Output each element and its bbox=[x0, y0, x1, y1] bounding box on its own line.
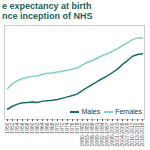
svg-text:1964: 1964 bbox=[39, 122, 46, 134]
svg-text:1952: 1952 bbox=[9, 122, 16, 134]
svg-text:1983-1985: 1983-1985 bbox=[84, 122, 91, 147]
svg-text:1972: 1972 bbox=[59, 122, 66, 134]
svg-text:1986-1988: 1986-1988 bbox=[89, 122, 96, 147]
svg-text:1960: 1960 bbox=[29, 122, 36, 134]
svg-text:2013-2015: 2013-2015 bbox=[134, 122, 141, 147]
svg-text:2010-2012: 2010-2012 bbox=[129, 122, 136, 147]
svg-text:1980-1982: 1980-1982 bbox=[79, 122, 86, 147]
svg-text:1970: 1970 bbox=[54, 122, 61, 134]
svg-text:1976: 1976 bbox=[69, 122, 76, 134]
html-text:e expectancy at birth: e expectancy at birth bbox=[2, 1, 92, 11]
svg-text:2016-2018: 2016-2018 bbox=[139, 122, 145, 146]
svg-text:2001-2003: 2001-2003 bbox=[114, 122, 121, 147]
svg-text:2004-2006: 2004-2006 bbox=[119, 122, 126, 147]
svg-text:1966: 1966 bbox=[44, 122, 51, 134]
svg-text:2007-2009: 2007-2009 bbox=[124, 122, 131, 147]
svg-text:1954: 1954 bbox=[14, 122, 21, 134]
svg-text:1974: 1974 bbox=[64, 122, 71, 134]
svg-text:1995-1997: 1995-1997 bbox=[104, 122, 111, 147]
html-text:nce inception of NHS: nce inception of NHS bbox=[2, 11, 93, 21]
svg-text:1958: 1958 bbox=[24, 122, 31, 134]
svg-text:1978: 1978 bbox=[74, 122, 81, 134]
svg-text:1992-1994: 1992-1994 bbox=[99, 122, 106, 147]
html-text:Males: Males bbox=[81, 108, 101, 115]
html-text:Females: Females bbox=[115, 108, 142, 115]
svg-text:1998-2000: 1998-2000 bbox=[109, 122, 116, 147]
svg-text:1962: 1962 bbox=[34, 122, 41, 134]
svg-text:1968: 1968 bbox=[49, 122, 56, 134]
svg-text:1950: 1950 bbox=[4, 122, 11, 134]
svg-text:1989-1991: 1989-1991 bbox=[94, 122, 101, 147]
svg-text:1956: 1956 bbox=[19, 122, 26, 134]
